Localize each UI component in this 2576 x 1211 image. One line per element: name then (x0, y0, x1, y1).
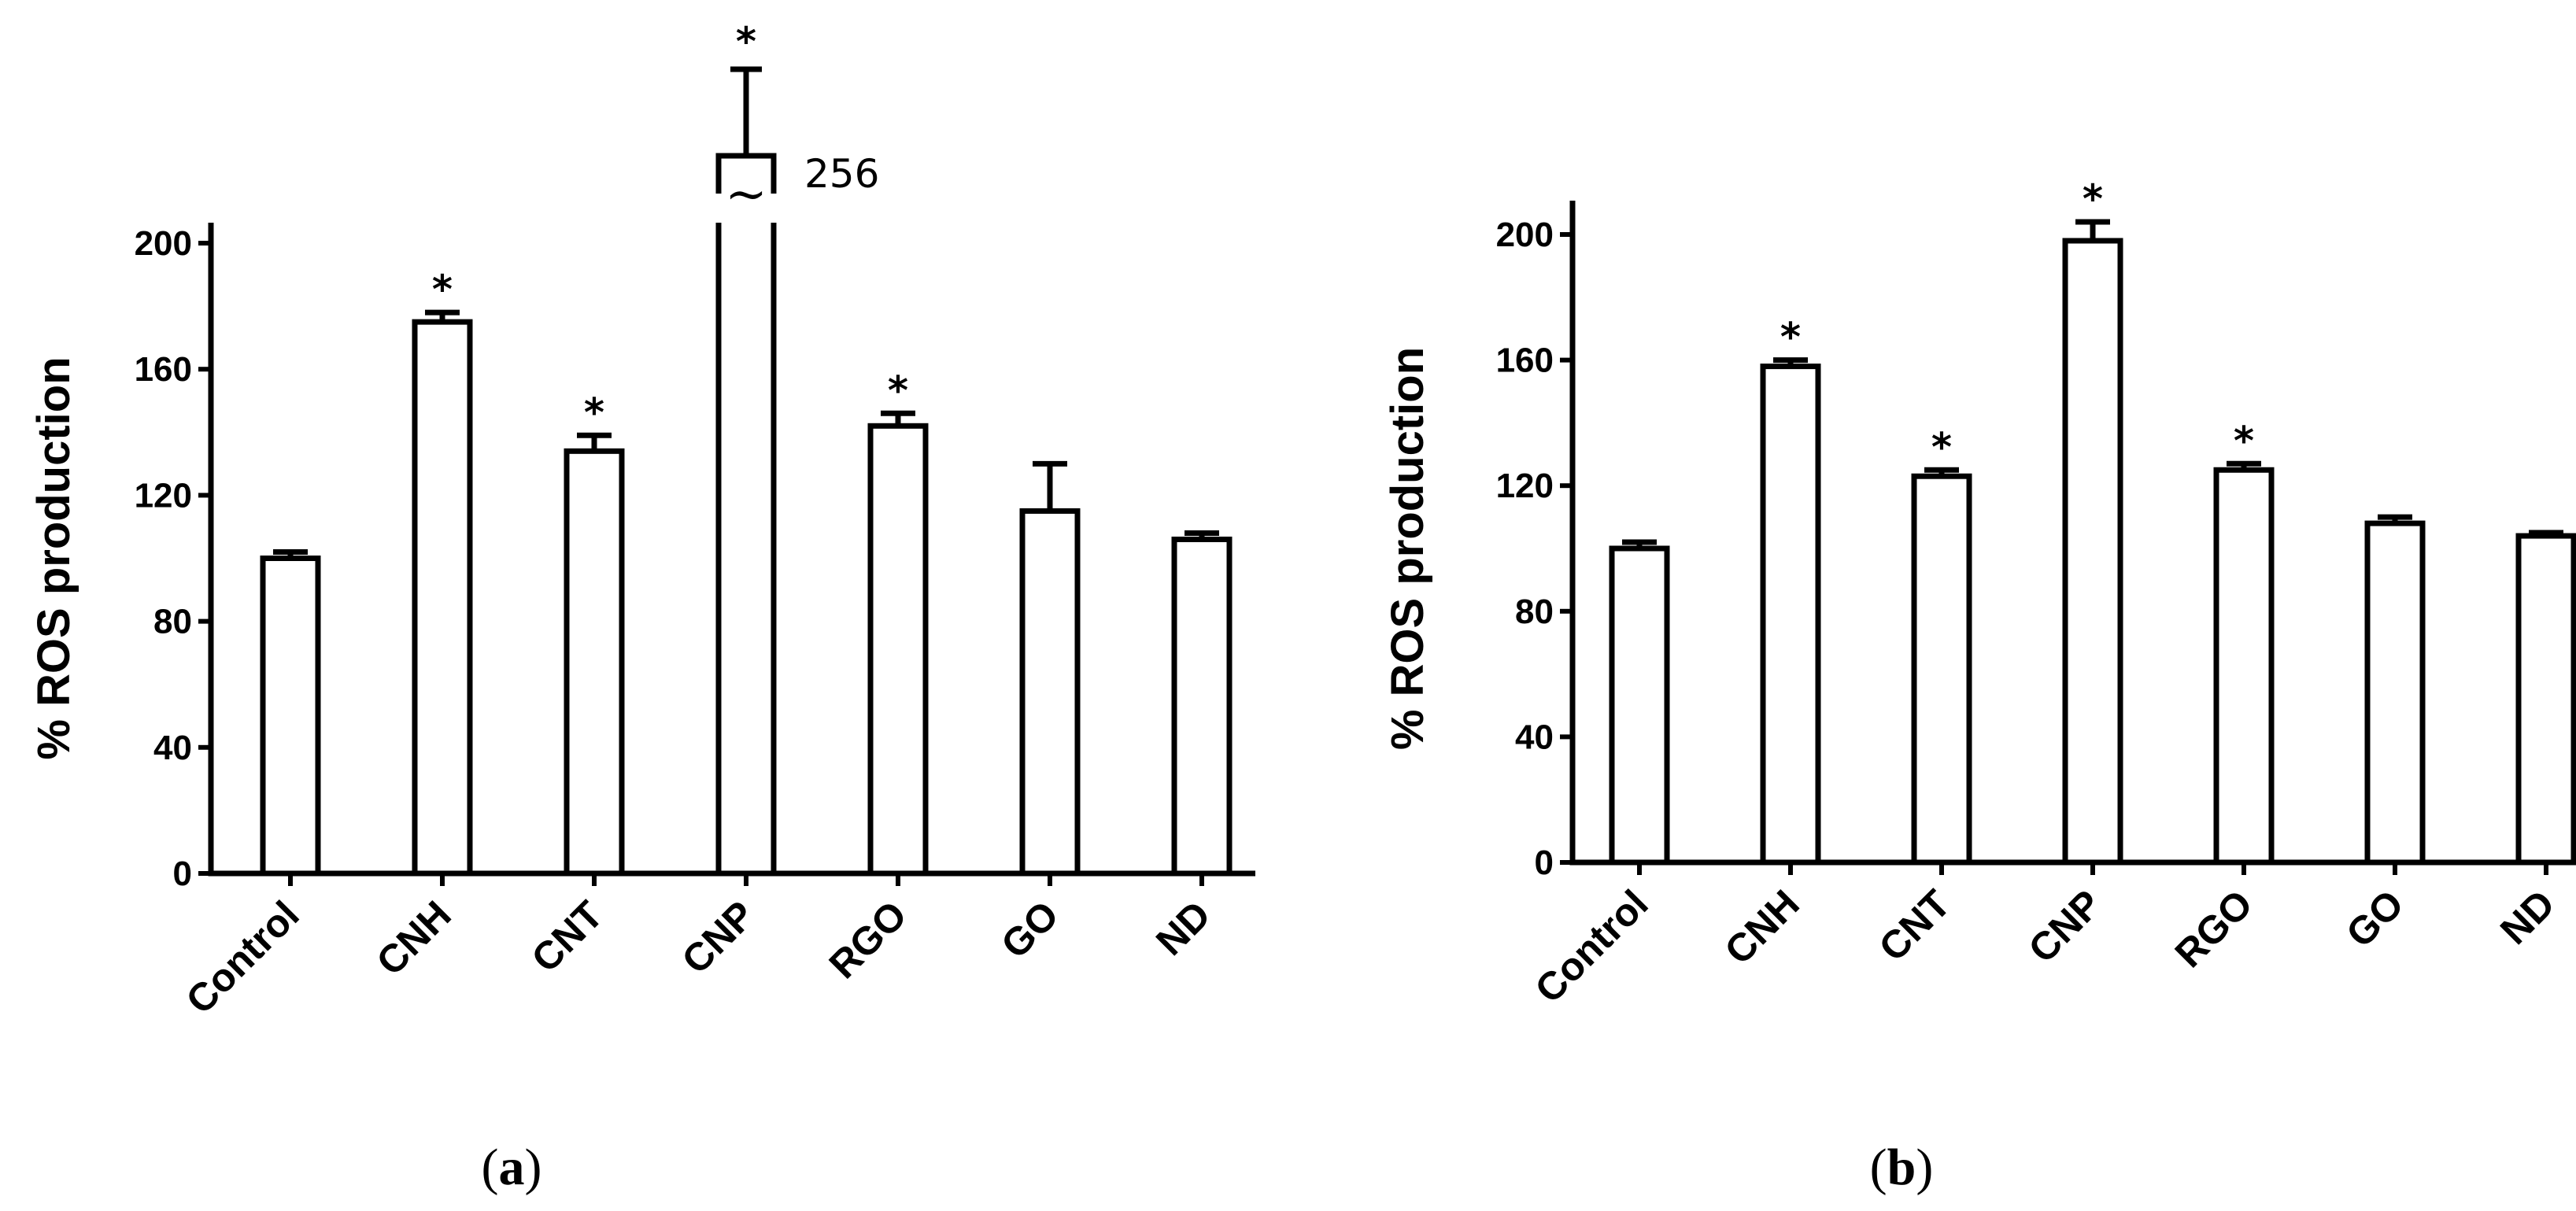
x-tick-label-cnh: CNH (368, 892, 460, 984)
bar-cnp (2062, 238, 2123, 866)
x-tick-label-go: GO (2338, 881, 2412, 956)
bar-cnh (1760, 364, 1821, 866)
x-tick-label-nd: ND (1148, 892, 1219, 964)
x-tick-label-control: Control (1527, 881, 1657, 1011)
y-tick-label: 80 (1515, 593, 1554, 631)
significance-star-cnp: * (2083, 176, 2103, 222)
x-tick-label-cnp: CNP (674, 892, 763, 982)
y-tick-label: 200 (135, 224, 192, 263)
axis-break-value-label: 256 (804, 151, 879, 197)
significance-star-rgo: * (2234, 418, 2254, 463)
y-tick-label: 160 (135, 350, 192, 389)
y-tick-label: 40 (153, 729, 192, 767)
y-axis-title: % ROS production (1382, 347, 1433, 750)
x-tick-label-cnp: CNP (2020, 881, 2110, 971)
bar-cnt (564, 448, 625, 877)
bar-go (1019, 508, 1081, 877)
significance-star-rgo: * (888, 367, 908, 413)
bar-nd (2515, 533, 2576, 866)
bar-go (2364, 520, 2426, 866)
chart-panel-a: 0 40 80 120 160 200 % ROS production Control * CN… (28, 19, 1255, 1196)
bar-nd (1171, 536, 1233, 877)
y-tick-label: 40 (1515, 718, 1554, 756)
chart-panel-b: 0 40 80 120 160 200 % ROS production Control * CN… (1382, 176, 2576, 1196)
y-tick-label: 80 (153, 603, 192, 641)
y-tick-label: 160 (1496, 342, 1554, 380)
bar-rgo (867, 423, 929, 877)
y-tick-label: 0 (173, 855, 192, 893)
significance-star-cnp: * (736, 19, 756, 65)
x-tick-label-go: GO (992, 892, 1067, 967)
x-tick-label-rgo: RGO (2167, 881, 2261, 976)
y-tick-label: 0 (1535, 844, 1554, 882)
x-tick-label-cnt: CNT (1871, 881, 1959, 969)
significance-star-cnh: * (1780, 315, 1801, 360)
x-tick-label-cnh: CNH (1717, 881, 1808, 973)
y-tick-label: 200 (1496, 216, 1554, 254)
bar-cnh (412, 319, 473, 877)
significance-star-cnh: * (432, 267, 453, 312)
y-axis-title: % ROS production (28, 356, 79, 759)
panel-caption: (a) (482, 1139, 542, 1196)
axis-break-symbol: ~ (725, 165, 767, 223)
y-tick-label: 120 (1496, 467, 1554, 505)
bar-control (260, 556, 321, 877)
panel-caption: (b) (1870, 1139, 1934, 1196)
x-tick-label-nd: ND (2492, 881, 2563, 953)
x-tick-label-control: Control (178, 892, 308, 1022)
x-tick-label-cnt: CNT (523, 892, 612, 980)
bar-control (1609, 545, 1670, 866)
significance-star-cnt: * (584, 390, 604, 435)
bar-rgo (2213, 467, 2275, 866)
bar-cnt (1911, 473, 1972, 866)
significance-star-cnt: * (1931, 424, 1952, 470)
y-tick-label: 120 (135, 476, 192, 515)
x-tick-label-rgo: RGO (821, 892, 915, 987)
